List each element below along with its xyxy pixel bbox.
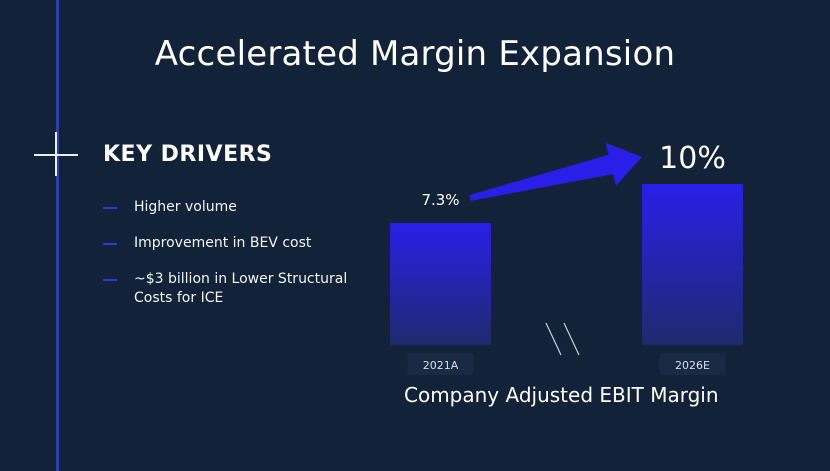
driver-item-2: Improvement in BEV cost — [103, 234, 383, 253]
category-label-2026E: 2026E — [675, 359, 710, 372]
axis-break-slash-2 — [563, 322, 580, 356]
driver-item-1: Higher volume — [103, 198, 383, 217]
chart-title: Company Adjusted EBIT Margin — [404, 383, 719, 407]
axis-break-slash-1 — [545, 322, 562, 356]
growth-arrow-icon — [469, 143, 642, 201]
driver-item-text: Improvement in BEV cost — [134, 235, 312, 251]
bullet-dash-icon — [103, 279, 117, 281]
key-drivers-heading: KEY DRIVERS — [103, 142, 273, 167]
key-drivers-list: Higher volume Improvement in BEV cost ~$… — [103, 198, 383, 325]
driver-item-3: ~$3 billion in Lower Structural Costs fo… — [103, 270, 383, 308]
category-label-2021A: 2021A — [423, 359, 459, 372]
bullet-dash-icon — [103, 207, 117, 209]
category-label-bg — [407, 353, 474, 375]
ebit-margin-chart: 7.3% 2021A 10% 2026E — [390, 141, 743, 375]
value-label-2026E: 10% — [659, 141, 726, 176]
left-accent-rule — [56, 0, 59, 471]
bar-2021A — [390, 223, 491, 345]
bar-2026E — [642, 184, 743, 345]
slide-title: Accelerated Margin Expansion — [154, 34, 676, 74]
driver-item-text: ~$3 billion in Lower Structural Costs fo… — [134, 271, 348, 306]
category-label-bg — [659, 353, 726, 375]
crosshair-vertical — [55, 132, 57, 176]
value-label-2021A: 7.3% — [421, 191, 459, 209]
driver-item-text: Higher volume — [134, 199, 237, 215]
bullet-dash-icon — [103, 243, 117, 245]
